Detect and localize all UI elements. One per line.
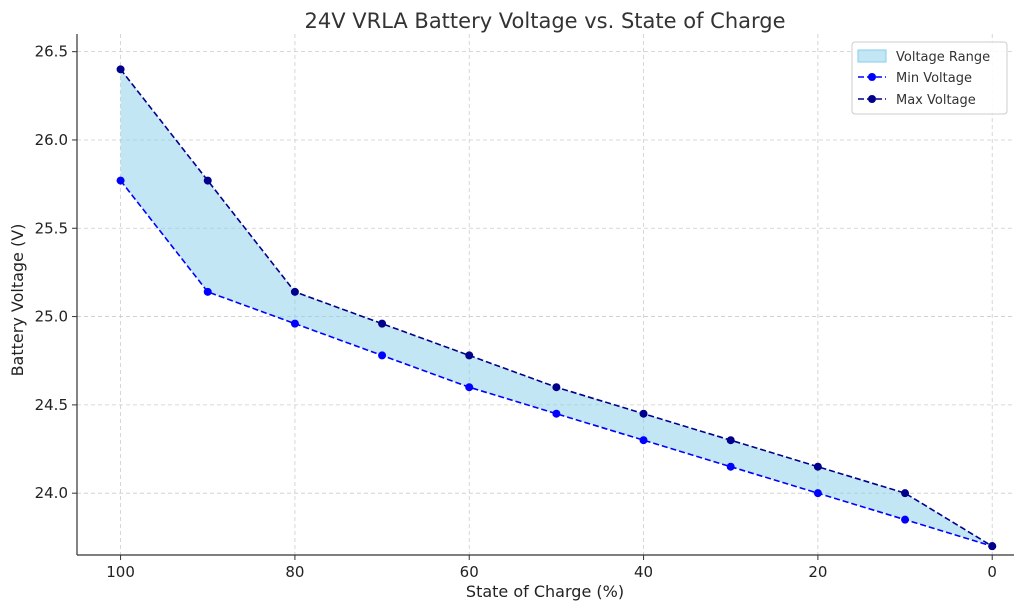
min-voltage-point <box>901 515 910 524</box>
min-voltage-point <box>116 176 125 185</box>
x-tick-label: 0 <box>987 563 997 581</box>
legend-label-voltage-range: Voltage Range <box>896 50 990 65</box>
y-axis-label: Battery Voltage (V) <box>8 224 27 377</box>
y-tick-label: 25.5 <box>35 219 68 237</box>
x-tick-label: 20 <box>808 563 827 581</box>
x-tick-label: 100 <box>106 563 135 581</box>
max-voltage-point <box>290 287 299 296</box>
legend-box <box>851 41 1008 115</box>
min-voltage-point <box>813 489 822 498</box>
min-voltage-line <box>119 180 993 547</box>
max-voltage-point <box>813 462 822 471</box>
legend: Voltage Range Min Voltage Max Voltage <box>851 41 1008 115</box>
max-voltage-point <box>639 409 648 418</box>
max-voltage-point <box>988 542 997 551</box>
x-axis-label: State of Charge (%) <box>466 582 624 601</box>
max-voltage-point <box>378 319 387 328</box>
y-tick-label: 26.5 <box>35 43 68 61</box>
max-voltage-point <box>726 436 735 445</box>
legend-marker-max-voltage <box>868 95 876 103</box>
max-voltage-point <box>901 489 910 498</box>
ticks: 100 80 60 40 20 0 24.0 24.5 25.0 25.5 26.0 26.5 <box>35 43 997 581</box>
y-tick-label: 24.0 <box>35 484 68 502</box>
legend-marker-min-voltage <box>868 73 876 81</box>
max-voltage-line <box>119 68 993 547</box>
max-voltage-point <box>552 383 561 392</box>
legend-swatch-voltage-range <box>857 49 887 63</box>
min-voltage-point <box>639 436 648 445</box>
min-voltage-point <box>203 287 212 296</box>
legend-label-min-voltage: Min Voltage <box>896 71 972 86</box>
series-layer <box>116 65 997 551</box>
fill-layer <box>120 69 993 547</box>
x-tick-label: 80 <box>285 563 304 581</box>
axes <box>76 34 1014 556</box>
max-voltage-point <box>116 65 125 74</box>
min-voltage-point <box>465 383 474 392</box>
y-tick-label: 24.5 <box>35 396 68 414</box>
voltage-range-area <box>120 69 993 547</box>
min-voltage-point <box>290 319 299 328</box>
y-tick-label: 26.0 <box>35 131 68 149</box>
min-voltage-point <box>552 409 561 418</box>
max-voltage-point <box>203 176 212 185</box>
min-voltage-point <box>378 351 387 360</box>
y-tick-label: 25.0 <box>35 308 68 326</box>
chart-title: 24V VRLA Battery Voltage vs. State of Ch… <box>304 9 785 33</box>
x-tick-label: 40 <box>634 563 653 581</box>
max-voltage-point <box>465 351 474 360</box>
x-tick-label: 60 <box>460 563 479 581</box>
min-voltage-point <box>726 462 735 471</box>
legend-label-max-voltage: Max Voltage <box>896 93 976 108</box>
